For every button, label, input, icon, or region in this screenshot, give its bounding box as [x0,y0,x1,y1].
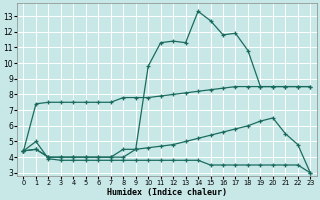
X-axis label: Humidex (Indice chaleur): Humidex (Indice chaleur) [107,188,227,197]
